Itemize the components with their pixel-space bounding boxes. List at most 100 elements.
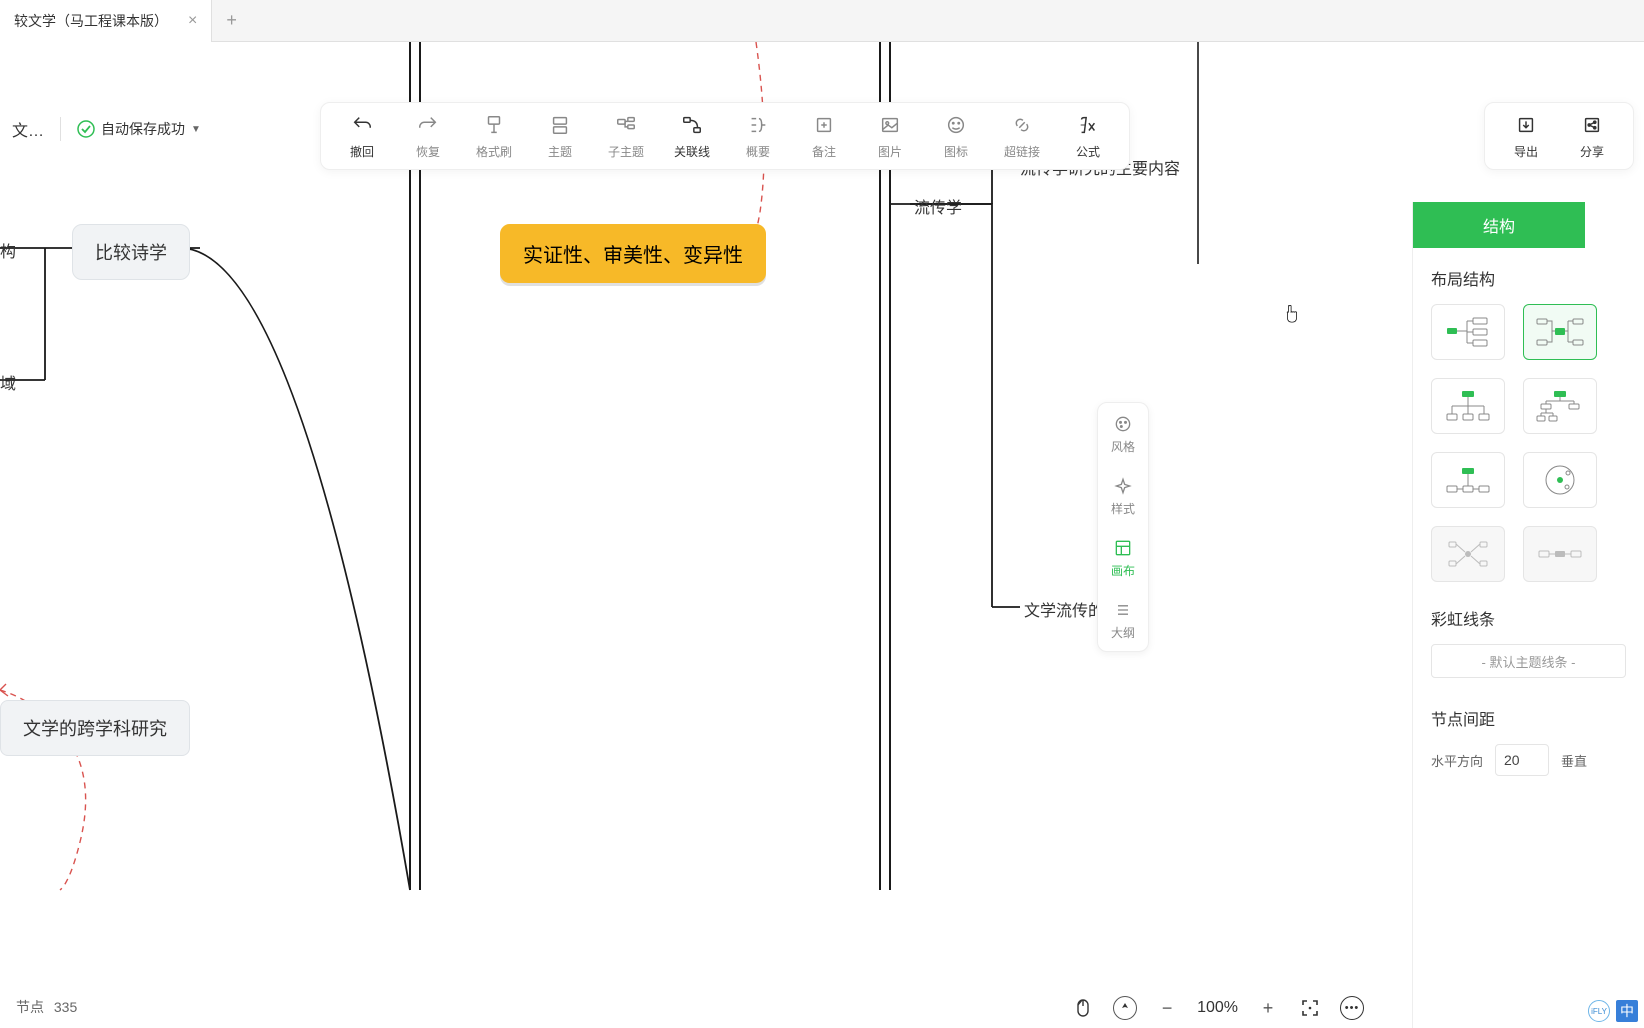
rainbow-heading: 彩虹线条 <box>1431 606 1626 630</box>
summary-button[interactable]: 概要 <box>725 113 791 160</box>
link-button[interactable]: 超链接 <box>989 113 1055 160</box>
theme-line-label: - 默认主题线条 - <box>1482 652 1576 671</box>
format-label: 格式刷 <box>476 143 512 160</box>
spacing-row: 水平方向 垂直 <box>1431 744 1626 776</box>
undo-label: 撤回 <box>350 143 374 160</box>
divider <box>60 117 61 141</box>
tab-title: 较文学（马工程课本版） <box>14 11 168 31</box>
subtopic-label: 子主题 <box>608 143 644 160</box>
status-bar: 节点 335 <box>0 986 1404 1028</box>
layout-grid <box>1431 304 1626 582</box>
ifly-badge[interactable]: iFLY <box>1588 1000 1610 1022</box>
v-spacing-label: 垂直 <box>1561 751 1587 770</box>
ime-lang[interactable]: 中 <box>1616 1000 1638 1022</box>
export-toolbar: 导出 分享 <box>1484 102 1634 170</box>
tab-bar: 较文学（马工程课本版） × + <box>0 0 1644 42</box>
subtopic-icon <box>614 113 638 137</box>
side-outline[interactable]: 大纲 <box>1098 589 1148 651</box>
canvas[interactable]: 文… 自动保存成功 ▼ 撤回 恢复 格式刷 主题 <box>0 42 1644 1028</box>
link-label: 超链接 <box>1004 143 1040 160</box>
h-spacing-input[interactable] <box>1495 744 1549 776</box>
close-icon[interactable]: × <box>188 12 197 30</box>
side-canvas[interactable]: 画布 <box>1098 527 1148 589</box>
layout-horizontal[interactable] <box>1431 452 1505 508</box>
share-button[interactable]: 分享 <box>1559 113 1625 160</box>
export-label: 导出 <box>1514 143 1538 160</box>
nodes-count-value: 335 <box>54 999 77 1015</box>
formula-button[interactable]: 公式 <box>1055 113 1121 160</box>
share-icon <box>1580 113 1604 137</box>
side-format[interactable]: 样式 <box>1098 465 1148 527</box>
topic-button[interactable]: 主题 <box>527 113 593 160</box>
relation-button[interactable]: 关联线 <box>659 113 725 160</box>
node-domain[interactable]: 域 <box>0 370 16 394</box>
panel-tab-structure[interactable]: 结构 <box>1413 202 1585 248</box>
autosave-label: 自动保存成功 <box>101 119 185 139</box>
image-label: 图片 <box>878 143 902 160</box>
topic-label: 主题 <box>548 143 572 160</box>
layout-heading: 布局结构 <box>1431 266 1626 290</box>
redo-button[interactable]: 恢复 <box>395 113 461 160</box>
check-circle-icon <box>77 120 95 138</box>
link-icon <box>1010 113 1034 137</box>
formula-label: 公式 <box>1076 143 1100 160</box>
mapicon-button[interactable]: 图标 <box>923 113 989 160</box>
ime-indicator: iFLY 中 <box>1588 1000 1638 1022</box>
autosave-status[interactable]: 自动保存成功 ▼ <box>77 119 201 139</box>
image-icon <box>878 113 902 137</box>
tab-add-button[interactable]: + <box>212 10 251 31</box>
formula-icon <box>1076 113 1100 137</box>
side-outline-label: 大纲 <box>1111 624 1135 641</box>
list-icon <box>1113 600 1133 620</box>
note-button[interactable]: 备注 <box>791 113 857 160</box>
palette-icon <box>1113 414 1133 434</box>
side-canvas-label: 画布 <box>1111 562 1135 579</box>
layout-icon <box>1113 538 1133 558</box>
layout-org-both[interactable] <box>1523 378 1597 434</box>
node-cross-discipline[interactable]: 文学的跨学科研究 <box>0 700 190 756</box>
summary-icon <box>746 113 770 137</box>
image-button[interactable]: 图片 <box>857 113 923 160</box>
layout-fishbone[interactable] <box>1431 526 1505 582</box>
share-label: 分享 <box>1580 143 1604 160</box>
subtopic-button[interactable]: 子主题 <box>593 113 659 160</box>
sparkle-icon <box>1113 476 1133 496</box>
note-icon <box>812 113 836 137</box>
file-controls: 文… 自动保存成功 ▼ <box>0 107 213 151</box>
layout-both-sides[interactable] <box>1523 304 1597 360</box>
mapicon-label: 图标 <box>944 143 968 160</box>
h-spacing-label: 水平方向 <box>1431 751 1483 770</box>
undo-icon <box>350 113 374 137</box>
note-label: 备注 <box>812 143 836 160</box>
redo-icon <box>416 113 440 137</box>
redo-label: 恢复 <box>416 143 440 160</box>
theme-line-select[interactable]: - 默认主题线条 - <box>1431 644 1626 678</box>
side-style[interactable]: 风格 <box>1098 403 1148 465</box>
node-compare-poetics[interactable]: 比较诗学 <box>72 224 190 280</box>
structure-panel: 结构 布局结构 <box>1412 202 1644 1028</box>
node-count: 节点 335 <box>16 997 77 1017</box>
format-brush-icon <box>482 113 506 137</box>
node-lit-spread[interactable]: 文学流传的 <box>1024 597 1104 621</box>
smiley-icon <box>944 113 968 137</box>
tab-active[interactable]: 较文学（马工程课本版） × <box>0 0 212 42</box>
format-brush-button[interactable]: 格式刷 <box>461 113 527 160</box>
spacing-heading: 节点间距 <box>1431 706 1626 730</box>
undo-button[interactable]: 撤回 <box>329 113 395 160</box>
relation-label: 关联线 <box>674 143 710 160</box>
side-style-label: 风格 <box>1111 438 1135 455</box>
topic-icon <box>548 113 572 137</box>
canvas-edges <box>0 42 1644 1028</box>
layout-org-down[interactable] <box>1431 378 1505 434</box>
node-spread[interactable]: 流传学 <box>914 194 962 218</box>
file-name: 文… <box>12 117 44 141</box>
layout-right-tree[interactable] <box>1431 304 1505 360</box>
export-button[interactable]: 导出 <box>1493 113 1559 160</box>
relation-icon <box>680 113 704 137</box>
nodes-label: 节点 <box>16 999 44 1015</box>
layout-radial[interactable] <box>1523 452 1597 508</box>
side-toolbar: 风格 样式 画布 大纲 <box>1097 402 1149 652</box>
node-highlight[interactable]: 实证性、审美性、变异性 <box>500 224 766 283</box>
node-struct-small[interactable]: 构 <box>0 238 16 262</box>
layout-timeline[interactable] <box>1523 526 1597 582</box>
